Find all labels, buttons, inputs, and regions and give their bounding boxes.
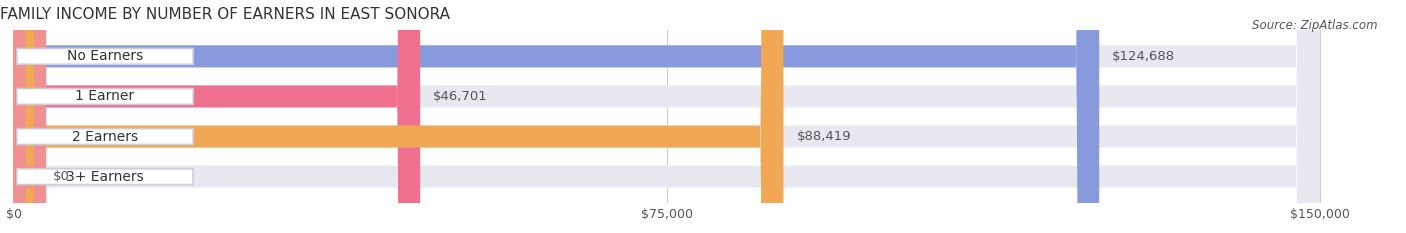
FancyBboxPatch shape: [17, 169, 193, 185]
Text: $124,688: $124,688: [1112, 50, 1175, 63]
FancyBboxPatch shape: [14, 0, 1099, 233]
FancyBboxPatch shape: [14, 0, 1320, 233]
FancyBboxPatch shape: [17, 129, 193, 144]
FancyBboxPatch shape: [17, 48, 193, 64]
FancyBboxPatch shape: [14, 0, 783, 233]
FancyBboxPatch shape: [14, 0, 1320, 233]
Text: $0: $0: [53, 170, 70, 183]
FancyBboxPatch shape: [14, 0, 46, 233]
FancyBboxPatch shape: [17, 89, 193, 104]
Text: FAMILY INCOME BY NUMBER OF EARNERS IN EAST SONORA: FAMILY INCOME BY NUMBER OF EARNERS IN EA…: [0, 7, 450, 22]
Text: 2 Earners: 2 Earners: [72, 130, 138, 144]
Text: $88,419: $88,419: [796, 130, 851, 143]
FancyBboxPatch shape: [14, 0, 1320, 233]
Text: $46,701: $46,701: [433, 90, 488, 103]
Text: No Earners: No Earners: [67, 49, 143, 63]
Text: Source: ZipAtlas.com: Source: ZipAtlas.com: [1253, 19, 1378, 32]
FancyBboxPatch shape: [14, 0, 1320, 233]
FancyBboxPatch shape: [14, 0, 420, 233]
Text: 1 Earner: 1 Earner: [76, 89, 135, 103]
Text: 3+ Earners: 3+ Earners: [66, 170, 143, 184]
